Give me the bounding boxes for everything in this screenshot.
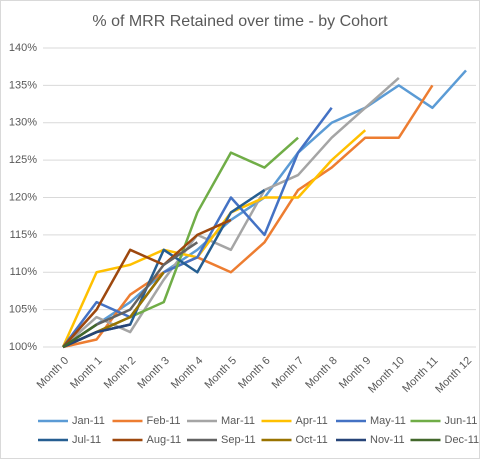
legend-label: Jan-11 — [72, 415, 105, 427]
series-line — [62, 323, 98, 349]
legend-label: May-11 — [370, 415, 406, 427]
legend-label: Dec-11 — [445, 434, 480, 446]
y-tick-label: 130% — [9, 117, 37, 129]
chart-title: % of MRR Retained over time - by Cohort — [92, 13, 388, 30]
y-tick-label: 115% — [10, 229, 38, 241]
legend-label: Sep-11 — [221, 434, 256, 446]
legend-label: Aug-11 — [147, 434, 182, 446]
y-tick-label: 105% — [9, 304, 37, 316]
series-line — [61, 107, 333, 348]
y-tick-label: 125% — [9, 154, 37, 166]
legend-label: Mar-11 — [221, 415, 255, 427]
legend-label: Feb-11 — [147, 415, 181, 427]
legend-label: Jun-11 — [445, 415, 478, 427]
series-line — [62, 84, 434, 349]
legend-label: Nov-11 — [370, 434, 405, 446]
y-tick-label: 135% — [9, 79, 37, 91]
y-tick-label: 110% — [10, 266, 38, 278]
y-tick-label: 100% — [9, 341, 37, 353]
legend-label: Jul-11 — [72, 434, 101, 446]
y-tick-label: 140% — [9, 42, 37, 54]
legend-label: Apr-11 — [296, 415, 328, 427]
series-line — [62, 323, 131, 349]
series-line — [62, 218, 232, 348]
series-line — [61, 129, 367, 348]
legend-label: Oct-11 — [296, 434, 328, 446]
y-tick-label: 120% — [9, 191, 37, 203]
